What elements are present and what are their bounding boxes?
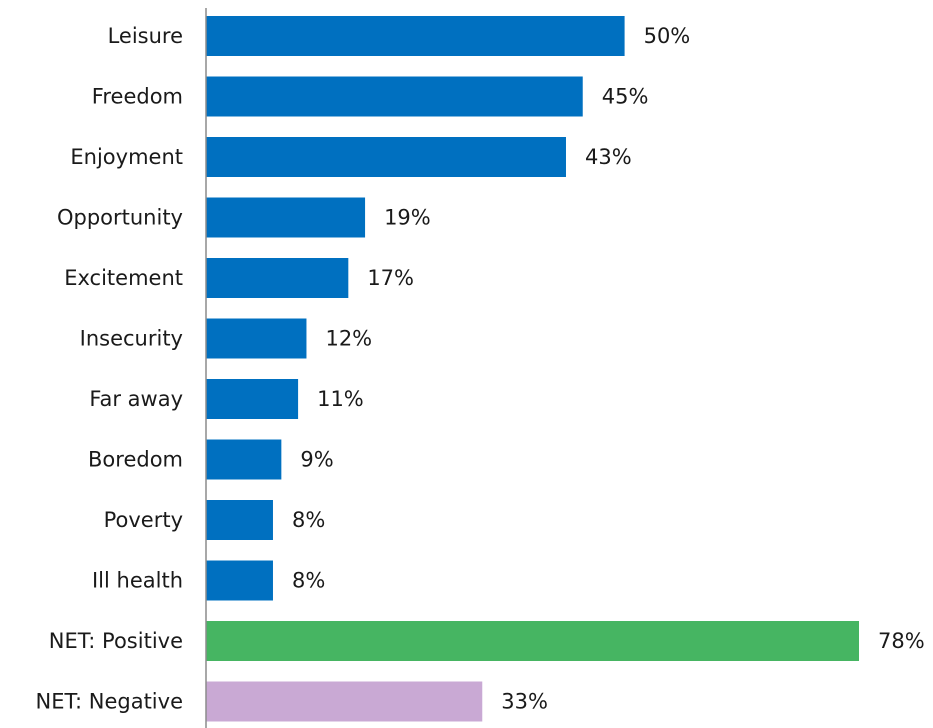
value-label-far-away: 11% (317, 387, 364, 411)
bar-net-negative (206, 681, 483, 722)
category-label-far-away: Far away (89, 387, 183, 411)
value-label-net-negative: 33% (501, 690, 548, 714)
value-label-poverty: 8% (292, 508, 325, 532)
value-label-excitement: 17% (367, 266, 414, 290)
category-label-enjoyment: Enjoyment (70, 145, 183, 169)
value-label-net-positive: 78% (878, 629, 925, 653)
bar-net-positive (206, 621, 859, 661)
category-label-net-positive: NET: Positive (49, 629, 183, 653)
bar-insecurity (206, 318, 307, 359)
value-label-boredom: 9% (300, 448, 333, 472)
bar-opportunity (206, 197, 366, 238)
category-label-poverty: Poverty (104, 508, 183, 532)
category-label-freedom: Freedom (92, 85, 183, 109)
bar-enjoyment (206, 137, 566, 177)
category-label-excitement: Excitement (64, 266, 183, 290)
value-label-opportunity: 19% (384, 206, 431, 230)
value-labels-group: 50% 45% 43% 19% 17% 12% 11% 9% 8% 8% 78% 33% (292, 24, 925, 714)
value-label-freedom: 45% (602, 85, 649, 109)
bar-boredom (206, 439, 282, 480)
category-label-ill-health: Ill health (92, 569, 183, 593)
category-label-net-negative: NET: Negative (36, 690, 184, 714)
value-label-enjoyment: 43% (585, 145, 632, 169)
value-label-leisure: 50% (644, 24, 691, 48)
bar-poverty (206, 500, 273, 540)
category-label-leisure: Leisure (108, 24, 183, 48)
category-label-boredom: Boredom (88, 448, 183, 472)
value-label-ill-health: 8% (292, 569, 325, 593)
category-label-opportunity: Opportunity (57, 206, 183, 230)
category-labels-group: Leisure Freedom Enjoyment Opportunity Excite… (36, 24, 184, 714)
bar-far-away (206, 379, 299, 419)
bar-freedom (206, 76, 583, 117)
category-label-insecurity: Insecurity (80, 327, 183, 351)
value-label-insecurity: 12% (325, 327, 372, 351)
bars-group (206, 16, 859, 722)
bar-ill-health (206, 560, 273, 601)
bar-leisure (206, 16, 625, 56)
bar-excitement (206, 258, 349, 298)
